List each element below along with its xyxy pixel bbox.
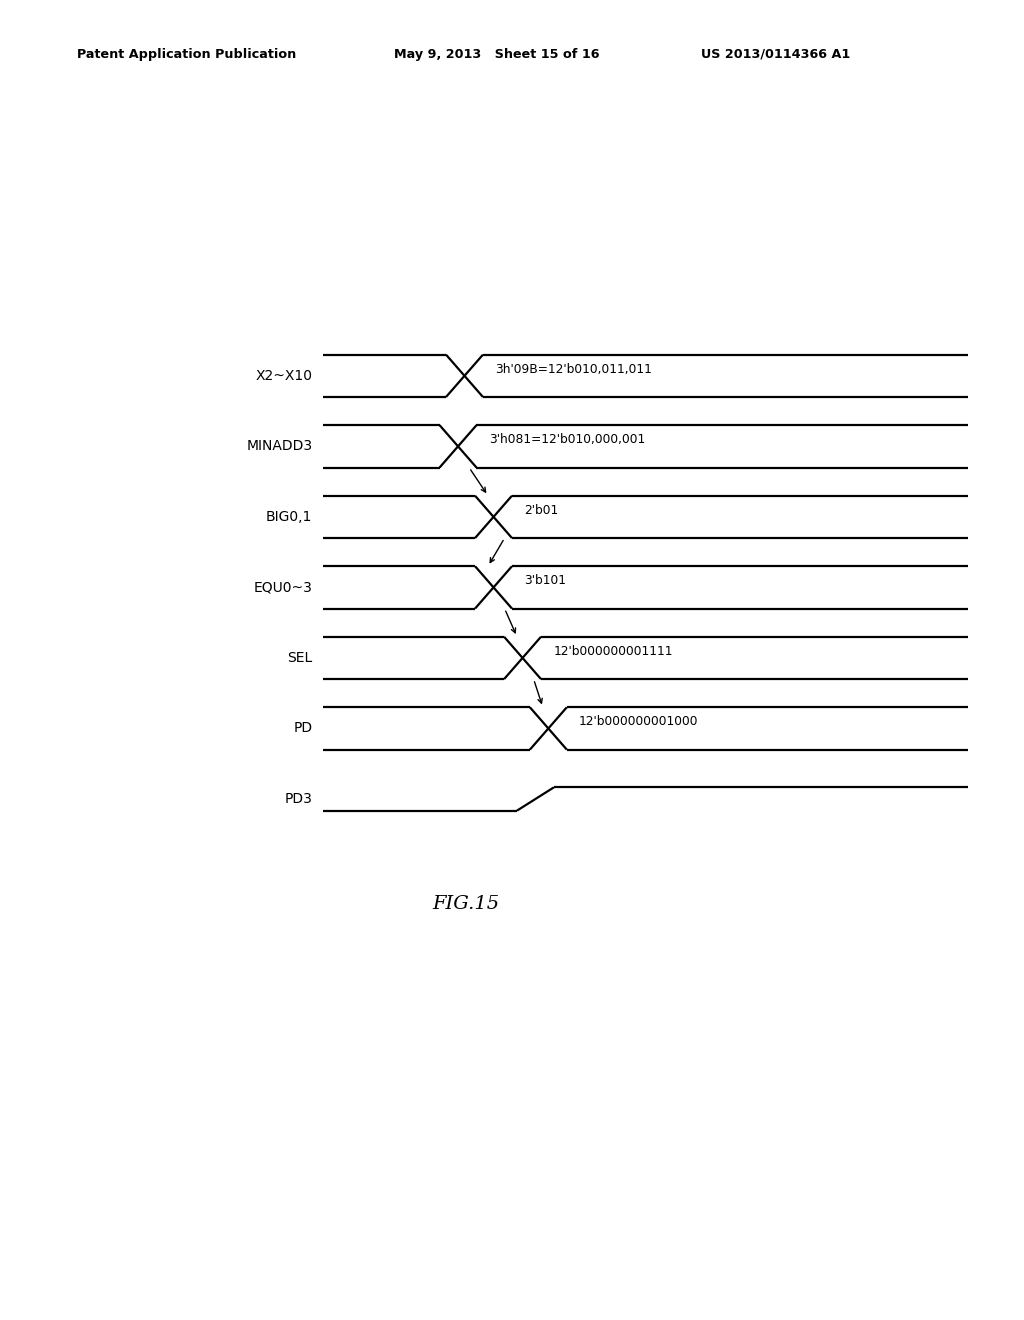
Text: 3'h081=12'b010,000,001: 3'h081=12'b010,000,001 <box>488 433 645 446</box>
Text: SEL: SEL <box>287 651 312 665</box>
Text: BIG0,1: BIG0,1 <box>266 510 312 524</box>
Text: 12'b000000001111: 12'b000000001111 <box>553 645 673 657</box>
Text: US 2013/0114366 A1: US 2013/0114366 A1 <box>701 48 851 61</box>
Text: 2'b01: 2'b01 <box>524 504 558 516</box>
Text: Patent Application Publication: Patent Application Publication <box>77 48 296 61</box>
Text: 3h'09B=12'b010,011,011: 3h'09B=12'b010,011,011 <box>496 363 652 376</box>
Text: PD: PD <box>293 722 312 735</box>
Text: X2~X10: X2~X10 <box>255 368 312 383</box>
Text: FIG.15: FIG.15 <box>432 895 500 913</box>
Text: 12'b000000001000: 12'b000000001000 <box>580 715 698 729</box>
Text: 3'b101: 3'b101 <box>524 574 566 587</box>
Text: EQU0~3: EQU0~3 <box>254 581 312 594</box>
Text: PD3: PD3 <box>285 792 312 807</box>
Text: May 9, 2013   Sheet 15 of 16: May 9, 2013 Sheet 15 of 16 <box>394 48 600 61</box>
Text: MINADD3: MINADD3 <box>246 440 312 453</box>
